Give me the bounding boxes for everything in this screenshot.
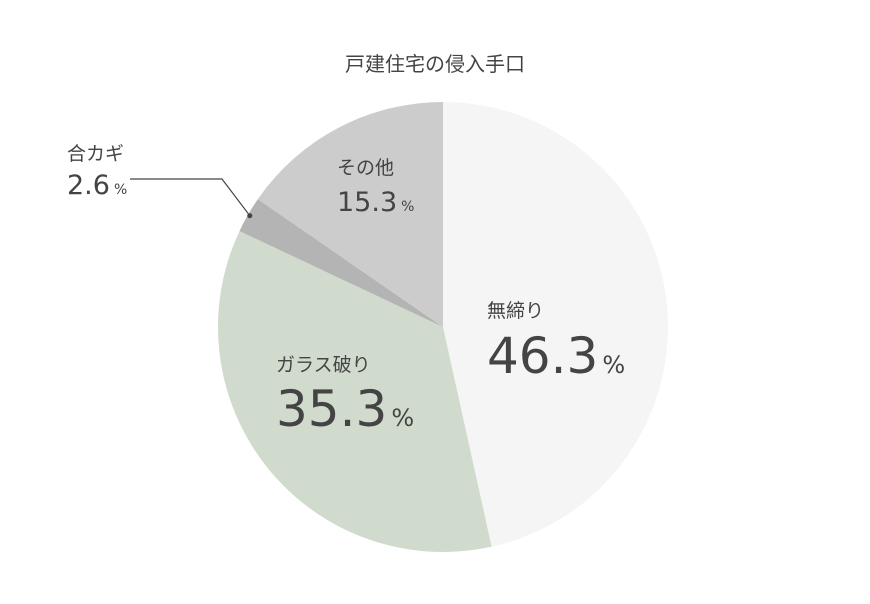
slice-other	[257, 102, 443, 327]
value-unit-aikagi: %	[114, 182, 127, 198]
value-aikagi: 2.6%	[67, 170, 127, 201]
slice-labels: 無締り 46.3 % ガラス破り 35.3 % 合カギ 2.6 % その他 15.3%	[67, 143, 625, 438]
value-number-mushimari: 46.3	[487, 327, 598, 385]
leader-lines	[130, 178, 253, 219]
chart-title: 戸建住宅の侵入手口	[345, 52, 525, 76]
value-unit-other: %	[401, 199, 414, 215]
value-mushimari: 46.3%	[487, 327, 625, 385]
value-glass-break: 35.3%	[276, 380, 414, 438]
label-aikagi: 合カギ	[67, 143, 124, 165]
slice-aikagi	[239, 199, 443, 327]
slice-mushimari	[443, 102, 668, 547]
value-unit-mushimari: %	[602, 351, 625, 379]
label-glass-break: ガラス破り	[276, 354, 371, 376]
value-other: 15.3%	[337, 187, 414, 218]
value-unit-glass-break: %	[391, 404, 414, 432]
label-other: その他	[337, 157, 394, 179]
leader-line-aikagi	[130, 178, 251, 217]
slice-glass-break	[217, 231, 492, 552]
leader-dot-aikagi	[247, 213, 253, 219]
pie-slices	[217, 102, 668, 552]
value-number-glass-break: 35.3	[276, 380, 387, 438]
value-number-other: 15.3	[337, 187, 397, 218]
label-mushimari: 無締り	[487, 300, 544, 322]
value-number-aikagi: 2.6	[67, 170, 110, 201]
